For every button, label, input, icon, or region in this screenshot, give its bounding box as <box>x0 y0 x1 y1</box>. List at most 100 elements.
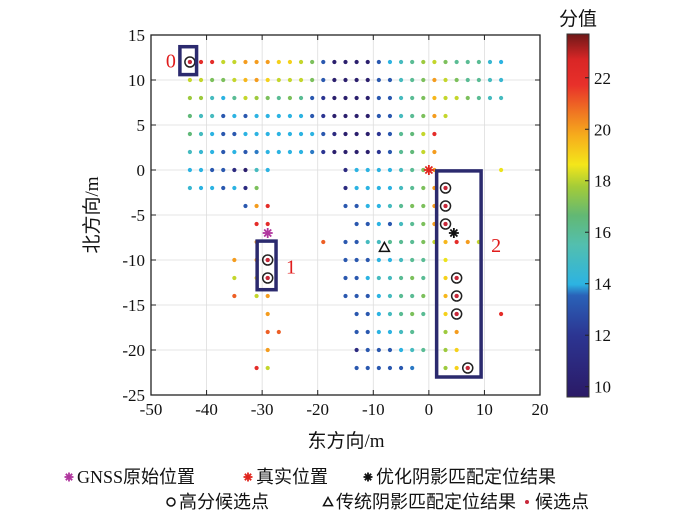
candidate-point <box>443 347 448 353</box>
candidate-point <box>243 77 248 83</box>
candidate-point <box>343 275 348 281</box>
candidate-point <box>254 185 259 191</box>
traditional-result-marker <box>378 240 391 253</box>
cluster-box-1 <box>255 239 278 292</box>
candidate-point <box>354 347 359 353</box>
candidate-point <box>376 113 381 119</box>
candidate-point <box>421 275 426 281</box>
candidate-point <box>221 185 226 191</box>
high-score-circle <box>439 218 452 230</box>
candidate-point <box>254 113 259 119</box>
high-score-point <box>443 204 448 208</box>
candidate-point <box>343 167 348 173</box>
candidate-point <box>243 113 248 119</box>
candidate-point <box>454 329 459 335</box>
high-score-circle <box>450 308 463 320</box>
cluster-label-0: 0 <box>166 51 176 73</box>
candidate-point <box>265 293 270 299</box>
candidate-point <box>410 77 415 83</box>
candidate-point <box>365 275 370 281</box>
candidate-point <box>243 185 248 191</box>
y-tick-label: 0 <box>137 161 146 180</box>
candidate-point <box>398 149 404 155</box>
legend-label-4: 传统阴影匹配定位结果 <box>336 492 516 512</box>
candidate-point <box>410 365 415 371</box>
x-tick-label: -10 <box>362 400 385 419</box>
candidate-point <box>376 293 381 299</box>
high-score-circle <box>261 272 274 284</box>
candidate-point <box>365 221 370 227</box>
candidate-point <box>321 149 326 155</box>
candidate-point <box>432 149 437 155</box>
candidate-point <box>454 347 459 353</box>
legend-label-3: 高分候选点 <box>179 492 269 512</box>
candidate-point <box>332 131 337 137</box>
candidate-point <box>243 59 248 65</box>
candidate-point <box>365 293 370 299</box>
candidate-point <box>298 149 304 155</box>
candidate-point <box>254 131 259 137</box>
high-score-point <box>443 222 448 226</box>
candidate-point <box>187 131 192 137</box>
candidate-point <box>232 131 237 137</box>
candidate-point <box>254 293 259 299</box>
candidate-point <box>465 239 470 245</box>
candidate-point <box>354 95 359 101</box>
cluster-box-0 <box>178 44 199 77</box>
candidate-point <box>265 149 270 155</box>
candidate-point <box>287 59 293 65</box>
candidate-point <box>410 275 415 281</box>
candidate-point <box>276 149 281 155</box>
candidate-point <box>187 77 192 83</box>
candidate-point <box>421 59 426 65</box>
candidate-point <box>421 131 426 137</box>
candidate-point <box>387 113 393 119</box>
y-tick-label: -10 <box>122 251 145 270</box>
colorbar-ticks: 10 12 14 16 18 20 22 <box>585 69 612 397</box>
candidate-point <box>410 113 415 119</box>
candidate-point <box>443 329 448 335</box>
y-tick-label: -5 <box>131 206 145 225</box>
candidate-point <box>198 149 204 155</box>
candidate-point <box>410 293 415 299</box>
candidate-point <box>432 113 437 119</box>
high-score-circle <box>450 290 463 302</box>
candidate-point <box>387 221 393 227</box>
high-score-point <box>265 258 270 262</box>
candidate-point <box>398 131 404 137</box>
candidate-point <box>443 311 448 317</box>
true-position-marker-stroke <box>424 165 434 175</box>
candidate-point <box>221 149 226 155</box>
candidate-point <box>432 77 437 83</box>
candidate-point <box>387 59 393 65</box>
candidate-points <box>187 59 504 371</box>
candidate-point <box>354 59 359 65</box>
candidate-point <box>387 149 393 155</box>
x-tick-label: 10 <box>476 400 493 419</box>
candidate-point <box>354 257 359 263</box>
candidate-point <box>265 365 270 371</box>
candidate-point <box>410 95 415 101</box>
candidate-point <box>376 59 381 65</box>
x-tick-label: 20 <box>532 400 549 419</box>
candidate-point <box>387 77 393 83</box>
candidate-point <box>365 329 370 335</box>
candidate-point <box>232 275 237 281</box>
y-tick-label: -15 <box>122 296 145 315</box>
candidate-point <box>499 77 504 83</box>
candidate-point <box>421 77 426 83</box>
candidate-point <box>421 203 426 209</box>
candidate-point <box>265 59 270 65</box>
candidate-point <box>387 275 393 281</box>
candidate-point <box>232 149 237 155</box>
candidate-point <box>387 167 393 173</box>
candidate-point <box>376 365 381 371</box>
candidate-point <box>310 77 315 83</box>
candidate-point <box>210 149 215 155</box>
candidate-point <box>243 149 248 155</box>
candidate-point <box>343 131 348 137</box>
candidate-point <box>298 59 304 65</box>
candidate-point <box>210 131 215 137</box>
candidate-point <box>398 365 404 371</box>
legend-label-5: 候选点 <box>535 492 589 512</box>
